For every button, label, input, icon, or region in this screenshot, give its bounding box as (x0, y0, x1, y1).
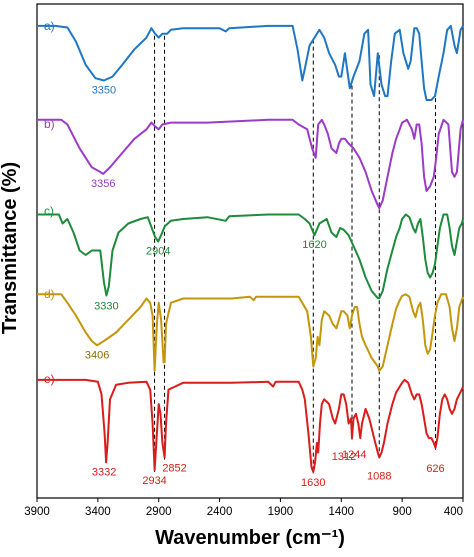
x-tick-label: 1900 (268, 506, 294, 518)
peak-label: 2904 (146, 246, 170, 258)
peak-label: 1630 (301, 477, 325, 489)
peak-label: 3356 (91, 178, 115, 190)
series-label: e) (44, 372, 55, 386)
peak-label: 2852 (162, 462, 186, 474)
peak-label: 1088 (367, 470, 391, 482)
x-tick-label: 400 (444, 506, 463, 518)
peak-label: 626 (426, 463, 444, 475)
peak-label: 3332 (92, 466, 116, 478)
series-label: b) (44, 117, 55, 131)
y-axis-label: Transmittance (%) (0, 161, 21, 335)
series-line (37, 378, 464, 473)
x-axis-label: Wavenumber (cm⁻¹) (155, 527, 345, 549)
plot-frame (36, 3, 464, 499)
peak-label: 3330 (94, 301, 118, 313)
x-tick-label: 2900 (146, 506, 172, 518)
x-tick-label: 2400 (207, 506, 233, 518)
peak-label: 1312 (332, 451, 356, 463)
x-tick-label: 1400 (328, 506, 354, 518)
peak-label: 3350 (92, 85, 116, 97)
series-label: d) (44, 287, 55, 301)
peak-label: 1620 (302, 239, 326, 251)
series-line (37, 293, 464, 372)
peak-label: 3406 (85, 349, 109, 361)
peak-label: 2934 (142, 475, 166, 487)
x-tick-label: 3400 (85, 506, 111, 518)
x-tick-label: 900 (393, 506, 412, 518)
series-line (37, 24, 464, 101)
series-label: c) (44, 204, 54, 218)
series-line (37, 213, 464, 300)
peak-label: 1244 (342, 449, 366, 461)
series-line (37, 118, 464, 210)
x-tick-label: 3900 (24, 506, 50, 518)
series-label: a) (44, 19, 55, 33)
